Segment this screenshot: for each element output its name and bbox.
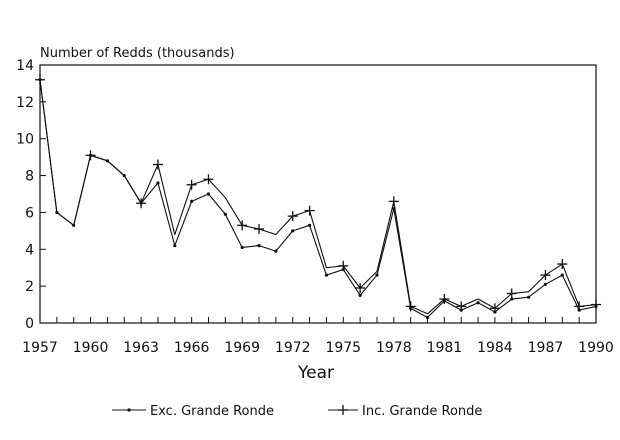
- y-axis-label: Number of Redds (thousands): [40, 46, 235, 61]
- y-tick-label: 14: [16, 58, 34, 74]
- data-point-dot: [425, 315, 430, 320]
- series-inc-grande-ronde: [35, 74, 601, 315]
- data-point-dot: [257, 244, 261, 248]
- data-point-dot: [206, 192, 211, 196]
- y-tick-label: 10: [16, 132, 34, 148]
- data-point-dot: [324, 273, 329, 277]
- data-point-dot: [190, 199, 194, 203]
- data-point-dot: [510, 297, 514, 301]
- data-point-dot: [223, 212, 227, 216]
- legend-label: Exc. Grande Ronde: [150, 404, 274, 419]
- x-tick-label: 1990: [578, 340, 614, 356]
- data-point-dot: [240, 245, 244, 250]
- y-tick-label: 2: [25, 279, 34, 295]
- data-point-dot: [375, 273, 379, 277]
- x-tick-label: 1960: [73, 340, 109, 356]
- data-point-dot: [127, 408, 131, 412]
- data-point-dot: [307, 223, 312, 227]
- x-tick-label: 1981: [427, 340, 463, 356]
- data-point-dot: [543, 282, 548, 286]
- x-tick-label: 1975: [325, 340, 361, 356]
- x-tick-label: 1978: [376, 340, 412, 356]
- legend: Exc. Grande Ronde Inc. Grande Ronde: [112, 404, 482, 419]
- x-tick-label: 1957: [22, 340, 58, 356]
- y-tick-label: 0: [25, 316, 34, 332]
- x-tick-label: 1963: [123, 340, 159, 356]
- y-tick-label: 12: [16, 95, 34, 111]
- data-point-dot: [173, 244, 177, 248]
- plot-frame: [39, 64, 597, 324]
- x-tick-label: 1969: [224, 340, 260, 356]
- x-tick-label: 1972: [275, 340, 311, 356]
- data-point-dot: [291, 229, 295, 233]
- y-tick-label: 8: [25, 169, 34, 185]
- y-tick-label: 4: [25, 242, 34, 258]
- data-point-dot: [274, 249, 278, 253]
- legend-label: Inc. Grande Ronde: [362, 404, 482, 419]
- series-line: [39, 79, 597, 315]
- x-tick-label: 1987: [528, 340, 564, 356]
- x-tick-label: 1984: [477, 340, 513, 356]
- data-point-dot: [476, 301, 480, 305]
- y-tick-label: 6: [25, 205, 34, 221]
- data-point-dot: [527, 295, 531, 299]
- x-tick-label: 1966: [174, 340, 210, 356]
- x-axis-label: Year: [297, 363, 334, 383]
- series-line: [39, 79, 597, 319]
- data-point-dot: [156, 181, 160, 185]
- series-exc-grande-ronde: [38, 78, 598, 320]
- data-point-dot: [358, 293, 362, 297]
- data-point-dot: [560, 273, 564, 277]
